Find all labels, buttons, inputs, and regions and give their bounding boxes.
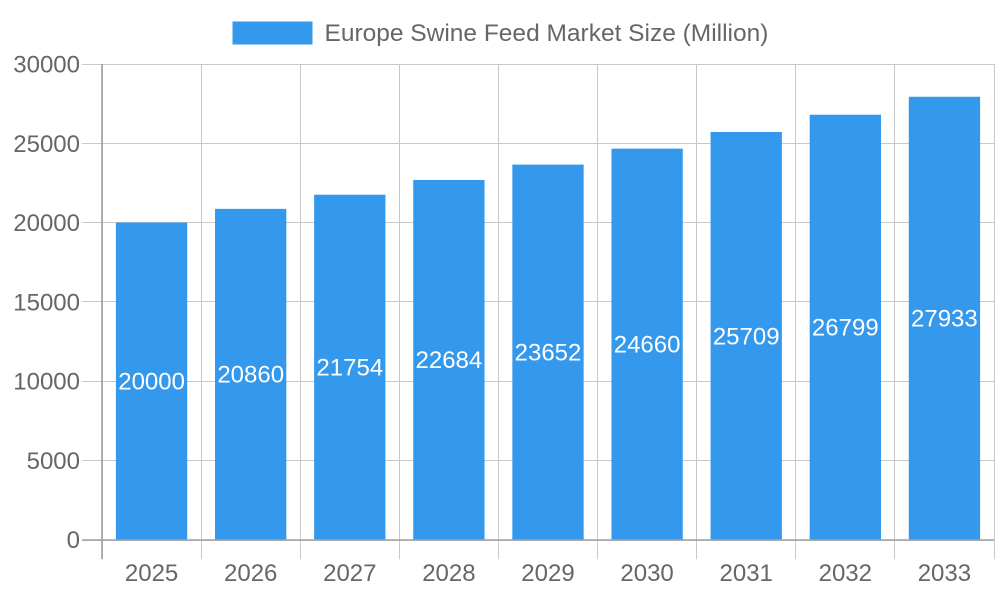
svg-text:20000: 20000 [13, 210, 80, 237]
svg-text:2029: 2029 [521, 560, 574, 587]
svg-text:2030: 2030 [620, 560, 673, 587]
svg-text:26799: 26799 [812, 315, 879, 342]
svg-text:2026: 2026 [224, 560, 277, 587]
svg-text:2027: 2027 [323, 560, 376, 587]
svg-text:23652: 23652 [515, 340, 582, 367]
svg-text:30000: 30000 [13, 52, 80, 79]
svg-text:5000: 5000 [27, 448, 80, 475]
svg-text:20000: 20000 [118, 369, 185, 396]
svg-text:20860: 20860 [217, 362, 284, 389]
svg-text:2025: 2025 [125, 560, 178, 587]
svg-text:25709: 25709 [713, 323, 780, 350]
svg-text:2028: 2028 [422, 560, 475, 587]
svg-text:27933: 27933 [911, 306, 978, 333]
svg-text:22684: 22684 [416, 347, 483, 374]
svg-text:Europe Swine Feed Market Size: Europe Swine Feed Market Size (Million) [325, 20, 769, 47]
svg-text:24660: 24660 [614, 332, 681, 359]
svg-text:0: 0 [67, 527, 80, 554]
svg-text:25000: 25000 [13, 131, 80, 158]
svg-text:2033: 2033 [918, 560, 971, 587]
svg-text:2032: 2032 [819, 560, 872, 587]
svg-text:10000: 10000 [13, 369, 80, 396]
svg-text:15000: 15000 [13, 289, 80, 316]
svg-text:2031: 2031 [720, 560, 773, 587]
svg-text:21754: 21754 [316, 355, 383, 382]
